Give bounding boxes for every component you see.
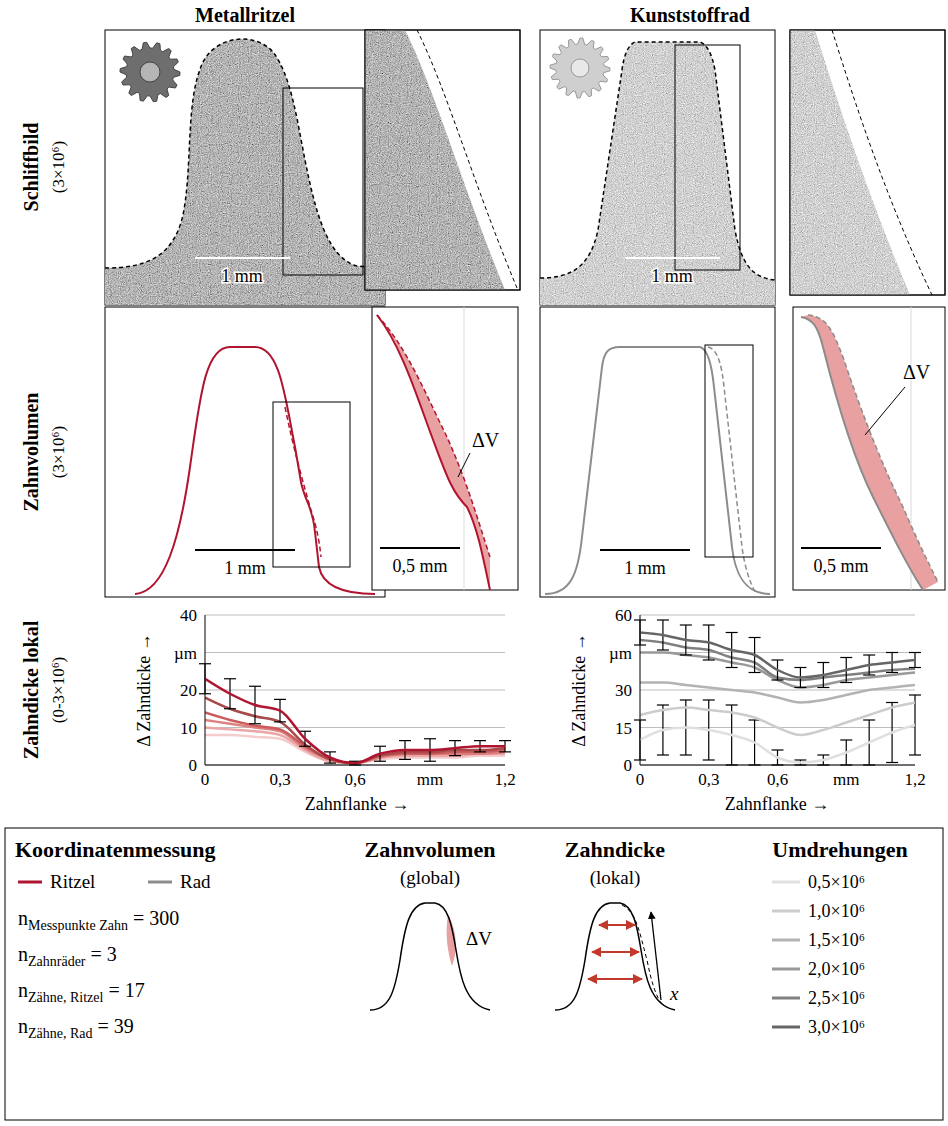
svg-text:1,5×10⁶: 1,5×10⁶	[808, 930, 865, 950]
svg-text:0,3: 0,3	[269, 770, 290, 789]
svg-text:ΔV: ΔV	[472, 429, 500, 451]
svg-text:(0-3×10⁶): (0-3×10⁶)	[49, 657, 68, 724]
svg-text:Zahnflanke →: Zahnflanke →	[725, 794, 829, 814]
svg-text:(3×10⁶): (3×10⁶)	[49, 426, 68, 478]
svg-text:mm: mm	[417, 770, 443, 789]
svg-text:Δ Zahndicke →: Δ Zahndicke →	[134, 633, 154, 747]
svg-text:nMesspunkte Zahn = 300: nMesspunkte Zahn = 300	[18, 907, 179, 933]
svg-text:0: 0	[201, 770, 210, 789]
svg-text:Zahndicke lokal: Zahndicke lokal	[20, 620, 42, 759]
svg-text:40: 40	[180, 606, 197, 625]
svg-text:1,2: 1,2	[904, 770, 925, 789]
svg-text:(3×10⁶): (3×10⁶)	[49, 141, 68, 193]
svg-text:Umdrehungen: Umdrehungen	[772, 837, 907, 862]
svg-text:Ritzel: Ritzel	[50, 871, 95, 892]
svg-text:Zahnvolumen: Zahnvolumen	[20, 393, 42, 512]
svg-text:0,5 mm: 0,5 mm	[392, 556, 447, 576]
svg-text:0,5 mm: 0,5 mm	[813, 556, 868, 576]
svg-text:nZähne, Rad = 39: nZähne, Rad = 39	[18, 1015, 134, 1041]
svg-text:Kunststoffrad: Kunststoffrad	[630, 4, 750, 26]
svg-text:0,5×10⁶: 0,5×10⁶	[808, 872, 865, 892]
svg-text:0,6: 0,6	[767, 770, 788, 789]
svg-text:1,2: 1,2	[494, 770, 515, 789]
svg-text:µm: µm	[609, 644, 632, 663]
svg-text:1,0×10⁶: 1,0×10⁶	[808, 901, 865, 921]
svg-text:1 mm: 1 mm	[651, 266, 693, 286]
svg-text:(global): (global)	[400, 867, 460, 889]
svg-text:nZahnräder = 3: nZahnräder = 3	[18, 943, 117, 969]
svg-text:60: 60	[615, 606, 632, 625]
svg-text:20: 20	[180, 681, 197, 700]
svg-text:Schliffbild: Schliffbild	[20, 123, 42, 212]
svg-text:2,5×10⁶: 2,5×10⁶	[808, 988, 865, 1008]
svg-text:x: x	[669, 983, 679, 1004]
svg-text:ΔV: ΔV	[466, 928, 492, 949]
svg-text:Koordinatenmessung: Koordinatenmessung	[15, 837, 215, 862]
svg-text:0: 0	[189, 756, 198, 775]
svg-text:mm: mm	[833, 770, 859, 789]
svg-text:Zahndicke: Zahndicke	[565, 837, 665, 862]
svg-text:3,0×10⁶: 3,0×10⁶	[808, 1017, 865, 1037]
svg-text:0,6: 0,6	[344, 770, 365, 789]
svg-text:ΔV: ΔV	[903, 361, 931, 383]
svg-text:0: 0	[624, 756, 633, 775]
svg-text:0: 0	[636, 770, 645, 789]
svg-text:15: 15	[615, 719, 632, 738]
svg-text:10: 10	[180, 719, 197, 738]
svg-text:Zahnvolumen: Zahnvolumen	[365, 837, 496, 862]
svg-text:Δ Zahndicke →: Δ Zahndicke →	[569, 633, 589, 747]
svg-text:Rad: Rad	[180, 871, 211, 892]
svg-text:(lokal): (lokal)	[590, 867, 641, 889]
svg-text:1 mm: 1 mm	[624, 558, 666, 578]
svg-text:Metallritzel: Metallritzel	[195, 4, 295, 26]
svg-text:2,0×10⁶: 2,0×10⁶	[808, 959, 865, 979]
svg-text:0,3: 0,3	[698, 770, 719, 789]
svg-text:µm: µm	[174, 644, 197, 663]
svg-text:30: 30	[615, 681, 632, 700]
svg-text:1 mm: 1 mm	[224, 558, 266, 578]
svg-text:Zahnflanke →: Zahnflanke →	[305, 794, 409, 814]
svg-text:nZähne, Ritzel = 17: nZähne, Ritzel = 17	[18, 979, 145, 1005]
svg-text:1 mm: 1 mm	[221, 266, 263, 286]
